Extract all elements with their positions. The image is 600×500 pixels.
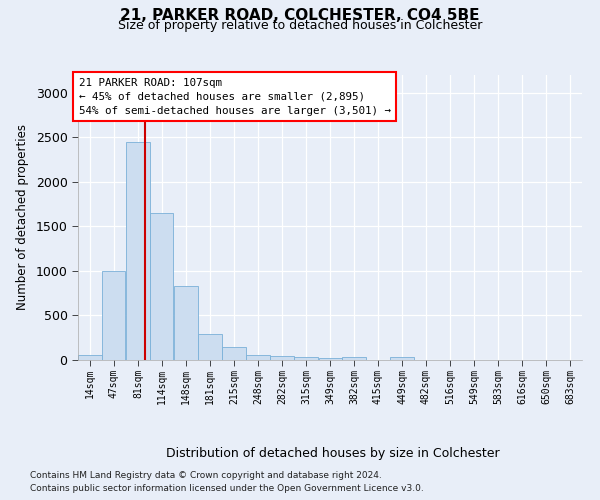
Bar (150, 213, 173, 360)
Bar (342, 358, 366, 360)
Bar (126, 142, 150, 360)
Bar (78, 354, 101, 360)
Bar (319, 358, 342, 360)
Text: Contains HM Land Registry data © Crown copyright and database right 2024.: Contains HM Land Registry data © Crown c… (30, 471, 382, 480)
Bar (101, 271, 125, 360)
Text: Size of property relative to detached houses in Colchester: Size of property relative to detached ho… (118, 18, 482, 32)
Text: 21, PARKER ROAD, COLCHESTER, CO4 5BE: 21, PARKER ROAD, COLCHESTER, CO4 5BE (120, 8, 480, 22)
Text: Distribution of detached houses by size in Colchester: Distribution of detached houses by size … (166, 448, 500, 460)
Bar (198, 334, 221, 360)
Bar (294, 358, 318, 360)
Bar (174, 286, 198, 360)
Bar (246, 355, 269, 360)
Text: 21 PARKER ROAD: 107sqm
← 45% of detached houses are smaller (2,895)
54% of semi-: 21 PARKER ROAD: 107sqm ← 45% of detached… (79, 78, 391, 116)
Bar (223, 347, 246, 360)
Text: Contains public sector information licensed under the Open Government Licence v3: Contains public sector information licen… (30, 484, 424, 493)
Y-axis label: Number of detached properties: Number of detached properties (16, 124, 29, 310)
Bar (271, 356, 294, 360)
Bar (391, 358, 414, 360)
